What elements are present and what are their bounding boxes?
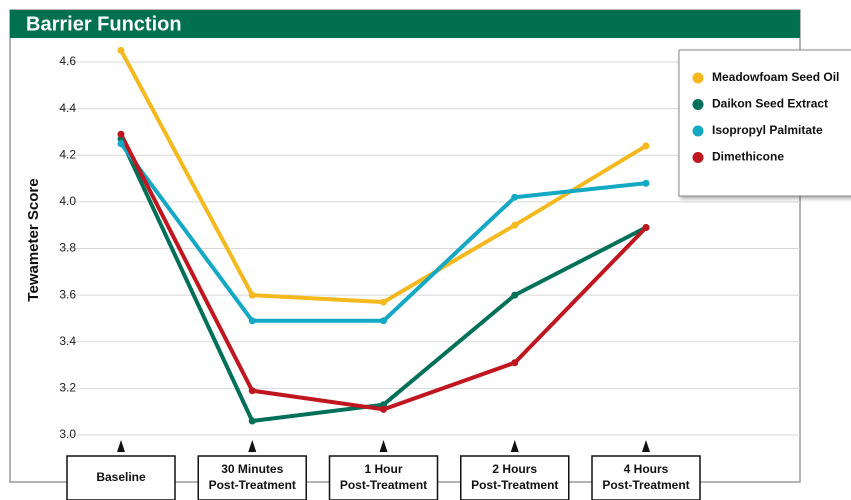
x-tick-mark [642,440,650,452]
data-point [511,291,519,299]
x-tick-label: Post-Treatment [471,478,558,492]
y-tick-label: 3.0 [59,427,76,441]
data-point [117,130,125,138]
x-tick-label: 30 Minutes [221,462,283,476]
x-tick-label: 1 Hour [364,462,402,476]
x-label-box [197,455,307,500]
data-point [380,317,387,325]
x-tick-label: 4 Hours [624,462,669,476]
legend-swatch [692,152,704,163]
x-tick-mark [379,440,388,452]
legend-label: Meadowfoam Seed Oil [712,70,839,84]
x-tick-label: Post-Treatment [209,478,296,492]
data-point [642,224,650,232]
x-label-box [66,455,176,500]
data-point [248,291,256,299]
legend: Meadowfoam Seed Oil Daikon Seed Extract Is… [678,49,851,197]
y-tick-label: 4.4 [59,101,76,115]
y-tick-label: 4.2 [59,147,76,161]
marks [117,46,650,425]
legend-box [678,49,851,197]
grid: 3.0 3.2 3.4 3.6 3.8 4.0 4.2 4.4 4.6 Baseline 30 Mi… [59,54,800,500]
data-point [511,221,519,229]
legend-label: Dimethicone [712,150,784,164]
y-tick-label: 4.6 [59,54,76,68]
y-axis-label: Tewameter Score [25,178,42,301]
x-label-box [328,455,439,500]
y-tick-label: 3.8 [59,241,76,255]
y-tick-label: 4.0 [59,194,76,208]
header-bar [10,10,800,38]
data-point [380,405,387,413]
x-tick-label: Post-Treatment [340,478,427,492]
x-tick-label: 2 Hours [492,462,537,476]
data-point [248,387,256,395]
legend-label: Daikon Seed Extract [712,97,828,111]
data-point [511,359,519,367]
legend-label: Isopropyl Palmitate [712,123,823,137]
data-point [642,179,650,187]
x-tick-label: Post-Treatment [602,478,689,492]
data-point [117,46,125,54]
x-tick-label: Baseline [96,470,146,484]
x-tick-mark [117,440,125,452]
legend-swatch [692,99,704,110]
data-point [511,193,519,201]
y-tick-label: 3.2 [59,381,76,395]
x-label-box [460,455,570,500]
legend-swatch [692,72,704,84]
x-tick-mark [248,440,257,452]
data-point [117,140,125,148]
data-point [380,298,387,306]
y-tick-label: 3.6 [59,287,76,301]
y-tick-label: 3.4 [59,334,76,348]
legend-swatch [692,125,704,137]
x-tick-mark [510,440,519,452]
data-point [248,417,256,425]
data-point [642,142,650,150]
chart-title: Barrier Function [26,13,182,35]
data-point [248,317,256,325]
x-label-box [591,455,701,500]
